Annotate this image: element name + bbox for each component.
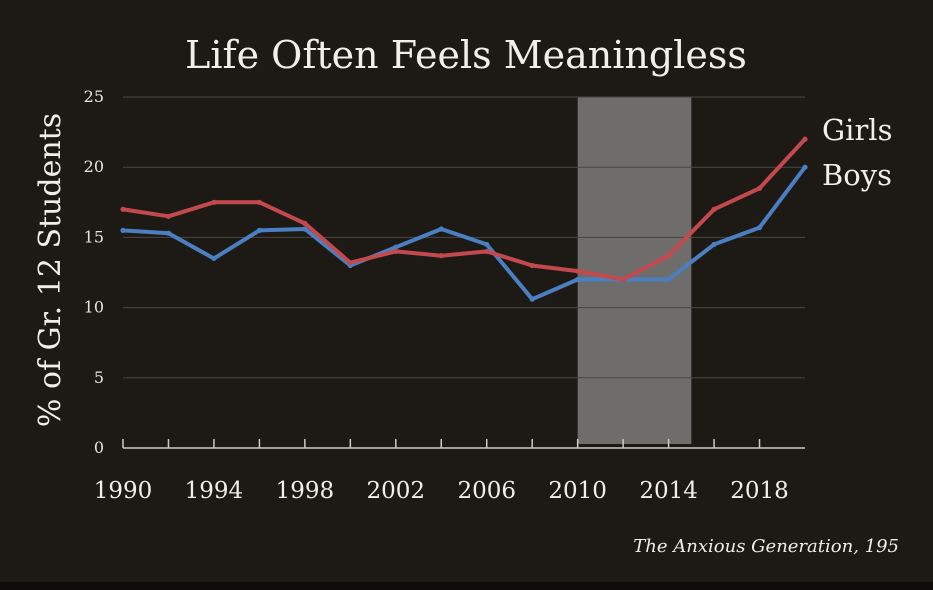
legend-label-boys: Boys [822,158,892,192]
data-point-girls [575,268,581,274]
y-tick-label: 25 [84,87,104,106]
series-line-girls [121,137,807,282]
data-point-boys [120,227,126,233]
y-tick-label: 15 [84,227,104,246]
data-point-boys [256,227,262,233]
data-point-girls [347,260,353,266]
data-point-boys [393,244,399,250]
data-point-girls [529,262,535,269]
data-point-boys [711,241,717,248]
data-point-boys [484,241,490,248]
legend-label-girls: Girls [822,113,892,147]
data-point-boys [529,296,535,302]
gridlines: 0 5 10 15 20 25 [84,87,805,457]
x-tick-label: 2002 [367,478,426,504]
data-point-boys [165,230,172,236]
y-tick-label: 5 [94,368,104,387]
source-citation: The Anxious Generation, 195 [633,536,899,557]
y-tick-label: 0 [94,438,104,457]
chart-title: Life Often Feels Meaningless [185,33,747,77]
data-point-boys [666,276,672,283]
y-tick-label: 10 [84,298,104,317]
data-point-girls [120,206,126,212]
series-lines [120,136,808,302]
highlight-band [577,97,692,444]
x-tick-label: 2014 [639,478,698,504]
x-tick-label: 2010 [548,478,607,504]
data-point-girls [165,213,172,219]
x-tick-label: 1998 [276,478,335,504]
y-tick-label: 20 [84,157,104,176]
data-point-boys [302,226,308,232]
axes: 1990 1994 1998 2002 2006 2010 2014 2018 [94,439,805,504]
data-point-girls [711,206,717,212]
data-point-girls [802,136,808,142]
data-point-girls [756,185,763,191]
data-point-girls [666,253,672,259]
x-tick-label: 2006 [457,478,516,504]
highlight-band-layer [577,97,692,444]
data-point-boys [756,224,763,231]
data-point-girls [302,220,308,226]
series-line-boys [121,165,807,302]
data-point-girls [620,276,626,283]
data-point-girls [438,253,444,259]
data-point-girls [256,199,262,205]
data-point-boys [438,226,444,232]
x-tick-label: 1994 [185,478,244,504]
data-point-boys [211,255,217,262]
data-point-girls [484,248,490,255]
data-point-girls [211,199,217,205]
legend: Girls Boys [822,113,892,192]
x-tick-label: 1990 [94,478,153,504]
y-axis-label: % of Gr. 12 Students [33,113,68,427]
data-point-boys [802,164,808,170]
x-tick-label: 2018 [730,478,789,504]
bottom-bar [0,582,933,590]
data-point-boys [575,276,581,283]
data-point-girls [393,248,399,255]
